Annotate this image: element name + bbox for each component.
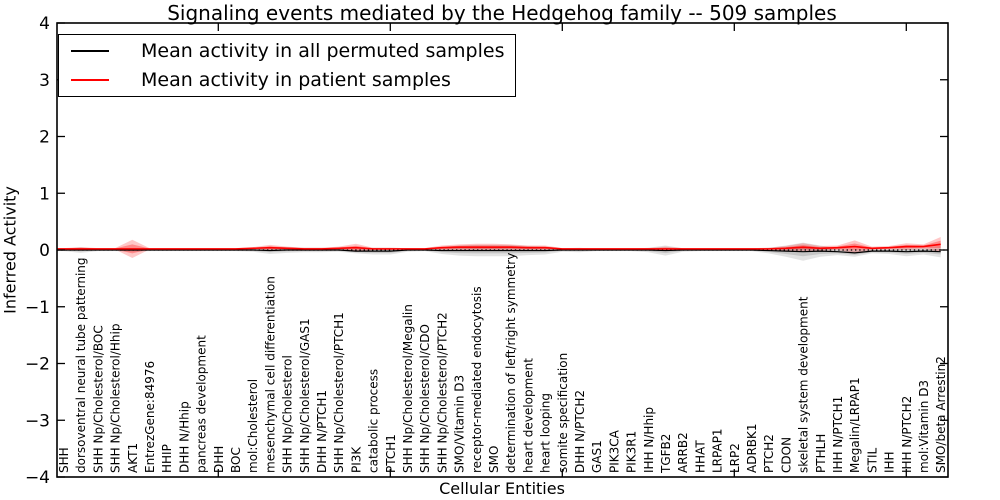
- x-category-label: PIK3R1: [625, 431, 639, 473]
- y-ticks: [57, 22, 948, 478]
- permuted-mean-line: [57, 249, 941, 254]
- y-tick-label: 2: [39, 128, 50, 148]
- permuted-band: [57, 242, 941, 261]
- legend-entry-permuted: Mean activity in all permuted samples: [59, 37, 515, 65]
- x-category-label: mol:Vitamin D3: [917, 380, 931, 473]
- x-category-label: mesenchymal cell differentiation: [263, 276, 277, 473]
- x-category-label: SHH Np/Cholesterol/PTCH1: [332, 312, 346, 473]
- x-category-label: SHH Np/Cholesterol/Megalin: [401, 304, 415, 473]
- legend: Mean activity in all permuted samples Me…: [58, 34, 516, 97]
- y-tick-labels: 4 3 2 1 0 −1 −2 −3 −4: [25, 14, 50, 488]
- x-category-label: SHH Np/Cholesterol: [281, 355, 295, 473]
- y-tick-label: −3: [25, 411, 50, 431]
- y-tick-label: −4: [25, 468, 50, 488]
- x-category-label: SMO/Vitamin D3: [453, 375, 467, 473]
- x-category-label: somite specification: [556, 353, 570, 473]
- x-category-label: AKT1: [126, 443, 140, 473]
- x-category-label: PI3K: [349, 446, 363, 473]
- x-category-label: CDON: [779, 437, 793, 473]
- y-tick-label: 0: [39, 241, 50, 261]
- x-category-label: SHH: [57, 447, 71, 473]
- permuted-line-swatch: [71, 50, 109, 53]
- x-category-label: heart looping: [539, 393, 553, 473]
- x-category-label: PTCH1: [384, 434, 398, 473]
- x-category-labels: SHH dorsoventral neural tube patterning SH…: [57, 253, 948, 474]
- x-category-label: LRPAP1: [711, 428, 725, 473]
- x-category-label: IHH N/PTCH2: [900, 396, 914, 473]
- y-tick-label: 1: [39, 184, 50, 204]
- y-tick-label: −2: [25, 355, 50, 375]
- x-category-label: STIL: [865, 448, 879, 473]
- x-category-label: ADRBK1: [745, 423, 759, 473]
- y-tick-label: 4: [39, 14, 50, 34]
- patient-mean-line: [57, 243, 941, 250]
- x-category-label: PTCH2: [762, 434, 776, 473]
- x-category-label: dorsoventral neural tube patterning: [74, 257, 88, 473]
- legend-entry-patient: Mean activity in patient samples: [59, 66, 515, 94]
- x-category-label: SMO: [487, 446, 501, 473]
- chart-title: Signaling events mediated by the Hedgeho…: [167, 1, 837, 25]
- x-category-label: ARRB2: [676, 432, 690, 473]
- x-category-label: determination of left/right symmetry: [504, 253, 518, 473]
- x-category-label: TGFB2: [659, 434, 673, 474]
- x-category-label: SHH Np/Cholesterol/CDO: [418, 324, 432, 473]
- legend-label-patient: Mean activity in patient samples: [141, 68, 451, 91]
- x-category-label: HHAT: [693, 440, 707, 473]
- x-category-label: catabolic process: [367, 369, 381, 473]
- x-axis-label: Cellular Entities: [439, 479, 565, 498]
- x-category-label: pancreas development: [195, 335, 209, 473]
- x-category-label: SHH Np/Cholesterol/PTCH2: [435, 312, 449, 473]
- x-category-label: IHH: [883, 451, 897, 473]
- x-category-label: EntrezGene:84976: [143, 361, 157, 473]
- x-category-label: IHH N/PTCH1: [831, 396, 845, 473]
- x-category-label: BOC: [229, 447, 243, 473]
- patient-line-swatch: [71, 78, 109, 81]
- x-category-label: GAS1: [590, 440, 604, 473]
- x-category-label: DHH N/Hhip: [177, 401, 191, 473]
- legend-label-permuted: Mean activity in all permuted samples: [141, 40, 505, 63]
- x-category-label: mol:Cholesterol: [246, 379, 260, 473]
- x-category-label: Megalin/LRPAP1: [848, 377, 862, 473]
- x-category-label: skeletal system development: [797, 296, 811, 473]
- x-category-label: heart development: [521, 358, 535, 473]
- x-ticks: [217, 23, 907, 477]
- x-category-label: LRP2: [728, 443, 742, 473]
- x-category-label: PTHLH: [814, 434, 828, 473]
- x-category-label: IHH N/Hhip: [642, 407, 656, 473]
- y-tick-label: −1: [25, 298, 50, 318]
- x-category-label: PIK3CA: [607, 429, 621, 473]
- x-category-label: HHIP: [160, 444, 174, 473]
- x-category-label: SHH Np/Cholesterol/BOC: [91, 325, 105, 473]
- x-category-label: DHH: [212, 446, 226, 473]
- x-category-label: SMO/beta Arrestin2: [934, 356, 948, 473]
- x-category-label: SHH Np/Cholesterol/Hhip: [109, 324, 123, 473]
- x-category-label: DHH N/PTCH2: [573, 390, 587, 473]
- y-tick-label: 3: [39, 71, 50, 91]
- x-category-label: SHH Np/Cholesterol/GAS1: [298, 318, 312, 473]
- x-category-label: DHH N/PTCH1: [315, 390, 329, 473]
- x-category-label: receptor-mediated endocytosis: [470, 286, 484, 473]
